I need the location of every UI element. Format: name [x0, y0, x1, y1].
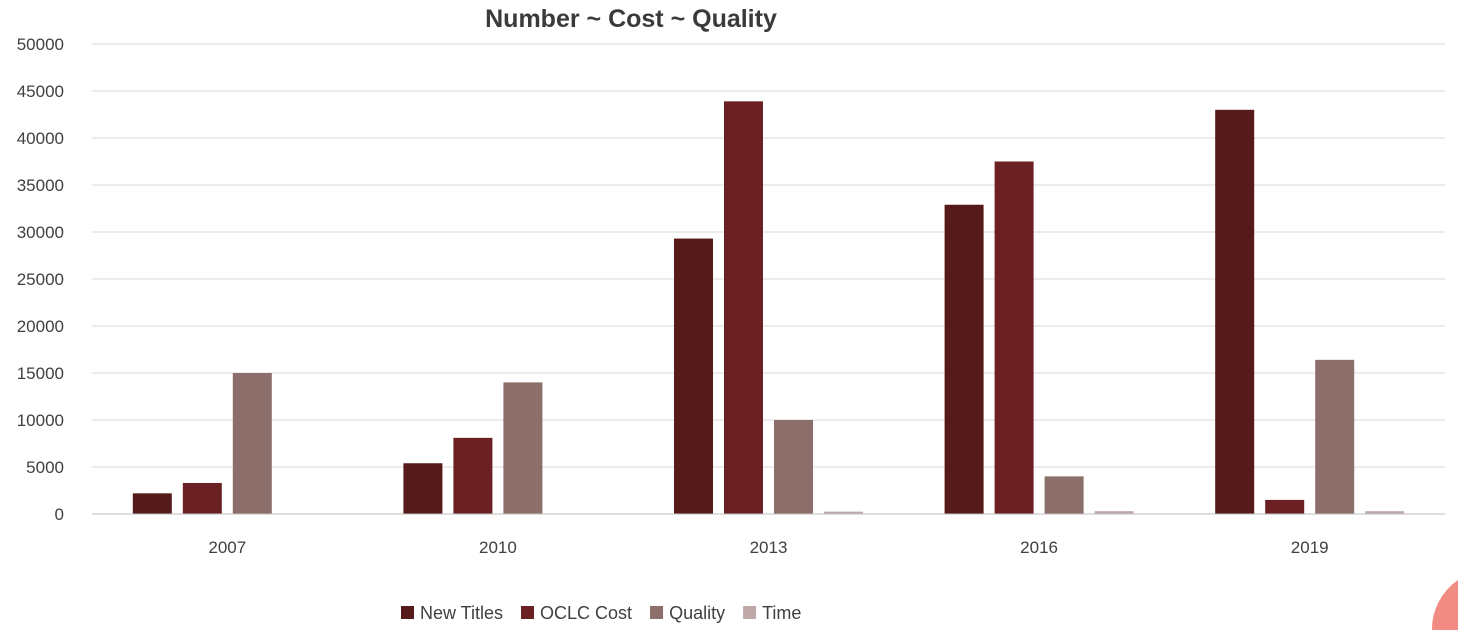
bar-oclc-cost-2016 [994, 161, 1034, 514]
y-tick-label: 30000 [17, 223, 64, 242]
bar-quality-2016 [1044, 476, 1084, 514]
corner-decoration [1431, 580, 1458, 630]
x-tick-label: 2013 [750, 538, 788, 557]
legend-swatch [521, 606, 535, 619]
bar-new-titles-2007 [132, 493, 172, 514]
bar-time-2016 [1094, 511, 1134, 514]
y-tick-label: 15000 [17, 364, 64, 383]
y-tick-label: 20000 [17, 317, 64, 336]
y-tick-label: 0 [55, 505, 64, 524]
y-tick-label: 5000 [26, 458, 64, 477]
y-tick-label: 50000 [17, 35, 64, 54]
bar-quality-2019 [1315, 359, 1355, 514]
bar-quality-2007 [232, 373, 272, 514]
legend-swatch [401, 606, 414, 619]
y-tick-label: 45000 [17, 82, 64, 101]
y-tick-label: 35000 [17, 176, 64, 195]
bar-time-2013 [824, 511, 863, 514]
x-tick-label: 2010 [479, 538, 517, 557]
y-tick-label: 25000 [17, 270, 64, 289]
x-axis-ticks: 2007 2010 2013 2016 2019 [208, 538, 1328, 557]
y-axis-ticks: 0 5000 10000 15000 20000 25000 30000 35000 40000… [17, 35, 64, 524]
x-tick-label: 2019 [1291, 538, 1329, 557]
legend: New Titles OCLC Cost Quality Time [401, 603, 801, 623]
legend-label: OCLC Cost [540, 603, 632, 623]
bars [132, 101, 1405, 515]
bar-time-2019 [1365, 511, 1405, 514]
bar-new-titles-2010 [403, 463, 443, 514]
legend-label: New Titles [420, 603, 503, 623]
bar-oclc-cost-2007 [182, 482, 222, 514]
bar-new-titles-2019 [1215, 109, 1255, 515]
gridlines [92, 43, 1445, 468]
x-tick-label: 2016 [1020, 538, 1058, 557]
bar-quality-2010 [503, 382, 543, 514]
legend-label: Quality [669, 603, 725, 623]
bar-quality-2013 [774, 420, 813, 514]
x-tick-label: 2007 [208, 538, 246, 557]
legend-swatch [743, 606, 757, 619]
legend-label: Time [762, 603, 801, 623]
chart-title: Number ~ Cost ~ Quality [485, 5, 777, 33]
bar-oclc-cost-2013 [724, 101, 763, 514]
bar-new-titles-2016 [944, 204, 984, 515]
y-tick-label: 10000 [17, 411, 64, 430]
y-tick-label: 40000 [17, 129, 64, 148]
legend-swatch [650, 606, 664, 619]
bar-oclc-cost-2010 [453, 437, 493, 514]
bar-new-titles-2013 [674, 238, 713, 514]
bar-oclc-cost-2019 [1265, 499, 1305, 514]
